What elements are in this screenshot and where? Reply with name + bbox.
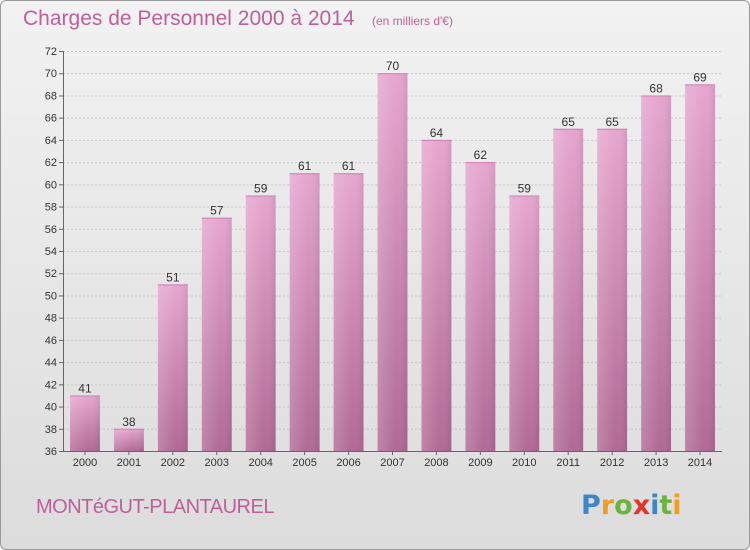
commune-name: MONTéGUT-PLANTAUREL: [36, 496, 274, 518]
bar-shade: [70, 395, 100, 451]
y-tick-label: 60: [45, 179, 57, 191]
bar-shade: [421, 139, 452, 451]
bar-shade: [201, 217, 232, 451]
y-tick-label: 70: [45, 68, 57, 80]
y-tick-label: 40: [45, 402, 57, 414]
proxiti-logo[interactable]: Proxiti: [581, 490, 682, 521]
bar-value-label: 70: [386, 59, 400, 73]
y-tick-label: 56: [45, 224, 57, 236]
bar-value-label: 41: [78, 381, 92, 395]
bar-shade: [465, 162, 496, 451]
x-tick-label: 2014: [688, 457, 712, 469]
x-tick-label: 2009: [468, 457, 492, 469]
bar-value-label: 59: [254, 181, 268, 195]
logo-letter: x: [632, 490, 651, 521]
y-tick-label: 44: [45, 357, 57, 369]
bar-value-label: 51: [166, 270, 180, 284]
bar-value-label: 69: [693, 70, 707, 84]
y-tick-label: 48: [45, 313, 57, 325]
y-tick-label: 58: [45, 202, 57, 214]
y-tick-label: 62: [45, 157, 57, 169]
bar-value-label: 59: [518, 181, 532, 195]
bar-shade: [333, 173, 364, 451]
logo-letter: i: [672, 490, 682, 521]
logo-letter: r: [600, 490, 615, 521]
y-tick-label: 36: [45, 446, 57, 458]
y-tick-label: 38: [45, 424, 57, 436]
x-tick-label: 2003: [205, 457, 229, 469]
bar-value-label: 61: [298, 159, 312, 173]
logo-letter: o: [614, 490, 633, 521]
y-tick-label: 52: [45, 268, 57, 280]
bar-value-label: 38: [122, 415, 136, 429]
x-tick-label: 2000: [73, 457, 97, 469]
bar-shade: [641, 95, 672, 451]
x-tick-label: 2010: [512, 457, 536, 469]
bar-value-label: 65: [605, 115, 619, 129]
logo-letter: i: [650, 490, 660, 521]
bar-value-label: 65: [562, 115, 576, 129]
y-tick-label: 66: [45, 113, 57, 125]
bar-shade: [685, 84, 715, 451]
bar-shade: [289, 173, 320, 451]
x-tick-label: 2007: [380, 457, 404, 469]
y-tick-label: 64: [45, 135, 57, 147]
x-tick-label: 2012: [600, 457, 624, 469]
bar-value-label: 57: [210, 204, 224, 218]
x-tick-label: 2008: [424, 457, 448, 469]
bar-shade: [553, 128, 584, 451]
bar-shade: [157, 284, 188, 451]
x-tick-label: 2002: [161, 457, 185, 469]
y-tick-label: 72: [45, 46, 57, 58]
x-tick-label: 2006: [336, 457, 360, 469]
y-tick-label: 42: [45, 379, 57, 391]
bar-value-label: 62: [474, 148, 488, 162]
bar-value-label: 64: [430, 126, 444, 140]
chart-title: Charges de Personnel 2000 à 2014: [23, 7, 355, 30]
x-tick-label: 2013: [644, 457, 668, 469]
bar-shade: [377, 73, 408, 451]
x-tick-label: 2001: [117, 457, 141, 469]
logo-letter: t: [659, 490, 673, 521]
bar-shade: [113, 428, 144, 451]
x-tick-label: 2005: [292, 457, 316, 469]
chart-subtitle: (en milliers d'€): [372, 14, 453, 28]
bar-value-label: 68: [649, 81, 663, 95]
bar-shade: [245, 195, 276, 451]
logo-letter: P: [581, 490, 601, 521]
x-tick-label: 2004: [248, 457, 272, 469]
x-tick-label: 2011: [556, 457, 580, 469]
bar-shade: [509, 195, 540, 451]
y-tick-label: 68: [45, 90, 57, 102]
y-tick-label: 54: [45, 246, 57, 258]
bar-value-label: 61: [342, 159, 356, 173]
y-tick-label: 46: [45, 335, 57, 347]
y-tick-label: 50: [45, 290, 57, 302]
bar-shade: [597, 128, 628, 451]
